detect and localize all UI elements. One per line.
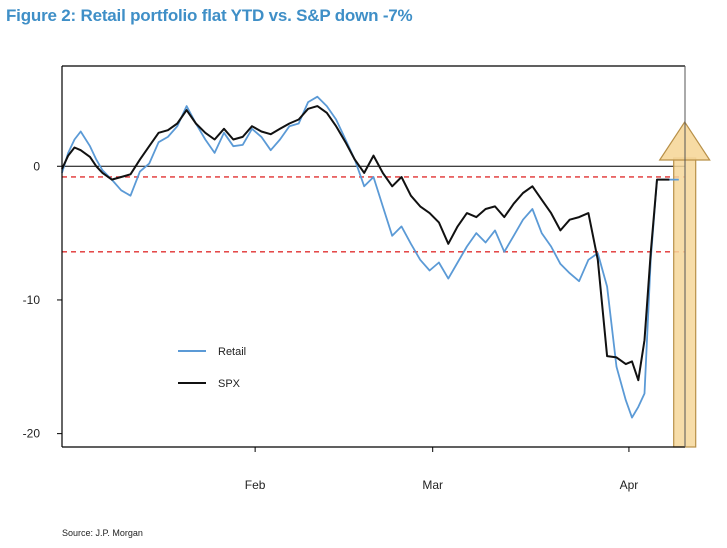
series-line-retail: [61, 95, 679, 419]
y-tick-label: 0: [33, 159, 40, 173]
legend-label-spx: SPX: [218, 378, 241, 390]
series-line-spx: [61, 105, 670, 382]
legend-label-retail: Retail: [218, 346, 246, 358]
x-tick-label: Mar: [422, 478, 443, 492]
source-note: Source: J.P. Morgan: [62, 528, 143, 538]
y-tick-label: -20: [23, 427, 41, 441]
x-tick-label: Apr: [620, 478, 639, 492]
figure-title: Figure 2: Retail portfolio flat YTD vs. …: [6, 6, 413, 25]
plot-area: [62, 66, 685, 447]
x-tick-label: Feb: [245, 478, 266, 492]
y-tick-label: -10: [23, 293, 41, 307]
